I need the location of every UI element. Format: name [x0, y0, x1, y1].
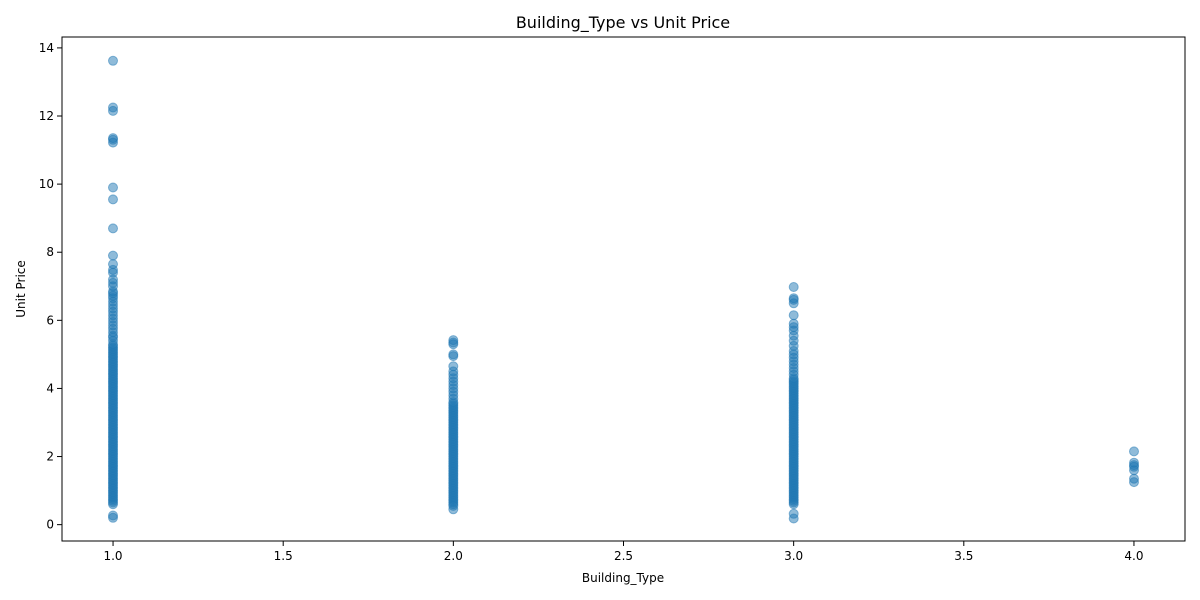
data-point [448, 349, 459, 360]
x-tick-label: 4.0 [1124, 549, 1143, 563]
y-tick-label: 2 [46, 450, 54, 464]
data-point [108, 510, 118, 521]
data-point [448, 361, 459, 372]
x-tick-label: 2.0 [444, 549, 463, 563]
data-point [108, 102, 118, 113]
data-point [788, 310, 799, 321]
x-tick-label: 3.0 [784, 549, 803, 563]
x-axis: 1.0 1.5 2.0 2.5 3.0 3.5 4.0 [103, 541, 1144, 563]
data-point [1129, 446, 1139, 457]
y-tick-label: 6 [46, 313, 54, 327]
data-point [108, 182, 118, 193]
x-axis-title: Building_Type [582, 571, 664, 585]
x-tick-label: 1.0 [103, 549, 122, 563]
data-point [1129, 473, 1139, 484]
x-tick-label: 2.5 [614, 549, 633, 563]
y-tick-label: 8 [46, 245, 54, 259]
data-point [788, 293, 799, 304]
y-axis: 0 2 4 6 8 10 12 14 [39, 41, 62, 532]
data-point [108, 55, 118, 66]
y-tick-label: 0 [46, 518, 54, 532]
data-point [1129, 457, 1139, 468]
data-point [448, 335, 459, 346]
data-point [788, 282, 799, 292]
data-point [788, 318, 799, 329]
data-point [108, 259, 118, 270]
x-tick-label: 3.5 [954, 549, 973, 563]
y-tick-label: 14 [39, 41, 54, 55]
x-tick-label: 1.5 [274, 549, 293, 563]
data-point [108, 223, 118, 234]
y-tick-label: 10 [39, 177, 54, 191]
y-tick-label: 4 [46, 381, 54, 395]
data-point [108, 194, 118, 205]
chart-title: Building_Type vs Unit Price [516, 13, 730, 33]
data-point [788, 508, 799, 519]
data-point [108, 133, 118, 144]
y-axis-title: Unit Price [14, 260, 28, 318]
points-layer [108, 55, 1139, 524]
data-point [108, 250, 118, 261]
y-tick-label: 12 [39, 109, 54, 123]
